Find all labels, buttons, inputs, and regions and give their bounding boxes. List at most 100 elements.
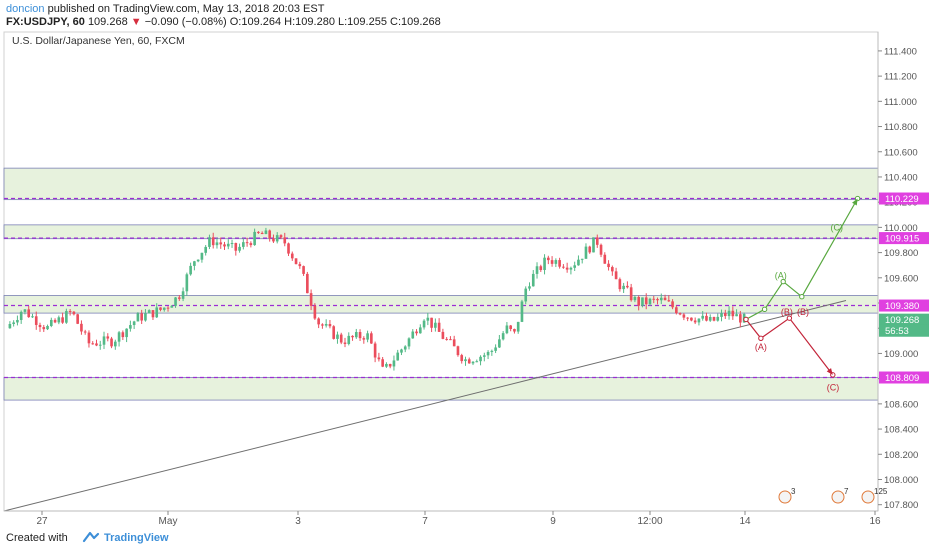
candle[interactable]: [129, 325, 132, 329]
candle[interactable]: [727, 310, 731, 317]
candle[interactable]: [531, 273, 535, 287]
candle[interactable]: [723, 313, 727, 317]
candle[interactable]: [49, 319, 53, 326]
candle[interactable]: [204, 246, 207, 253]
candle[interactable]: [65, 311, 68, 323]
candle[interactable]: [328, 324, 332, 327]
candle[interactable]: [366, 333, 369, 340]
candle[interactable]: [16, 319, 19, 323]
candle[interactable]: [76, 314, 79, 324]
candle[interactable]: [701, 315, 705, 319]
candle[interactable]: [144, 313, 147, 321]
candle[interactable]: [580, 258, 584, 260]
candle[interactable]: [524, 288, 528, 302]
candle[interactable]: [396, 352, 400, 361]
candle[interactable]: [53, 319, 57, 323]
candle[interactable]: [550, 260, 554, 264]
candle[interactable]: [539, 266, 543, 270]
support-resistance-zone[interactable]: [3, 224, 879, 240]
candle[interactable]: [83, 331, 87, 333]
candle[interactable]: [686, 317, 689, 319]
candle[interactable]: [543, 257, 546, 270]
candle[interactable]: [196, 259, 200, 262]
candle[interactable]: [257, 231, 260, 233]
candle[interactable]: [456, 346, 460, 356]
candle[interactable]: [505, 325, 509, 334]
candle[interactable]: [317, 318, 320, 325]
candle[interactable]: [208, 237, 211, 247]
candle[interactable]: [716, 316, 720, 321]
candle[interactable]: [193, 261, 196, 266]
candle[interactable]: [629, 287, 633, 301]
candle[interactable]: [27, 309, 31, 318]
candle[interactable]: [565, 267, 569, 270]
candle[interactable]: [275, 235, 279, 242]
candle[interactable]: [181, 291, 185, 299]
candle[interactable]: [219, 242, 223, 245]
candle[interactable]: [513, 328, 516, 332]
candle[interactable]: [554, 260, 558, 264]
candle[interactable]: [426, 317, 430, 321]
candle[interactable]: [38, 324, 42, 328]
candle[interactable]: [611, 267, 614, 272]
price-axis-label[interactable]: [879, 232, 929, 245]
trendline[interactable]: [3, 300, 847, 512]
candle[interactable]: [234, 243, 238, 251]
price-axis-label[interactable]: [879, 299, 929, 312]
candle[interactable]: [140, 313, 143, 321]
candle[interactable]: [403, 346, 407, 350]
candle[interactable]: [614, 271, 618, 280]
candle[interactable]: [117, 332, 121, 342]
candle[interactable]: [592, 237, 595, 253]
candle[interactable]: [125, 328, 128, 338]
candle[interactable]: [162, 307, 166, 310]
candle[interactable]: [626, 285, 629, 288]
candle[interactable]: [633, 296, 637, 301]
candle[interactable]: [588, 246, 592, 253]
candle[interactable]: [452, 339, 456, 347]
candle[interactable]: [449, 339, 452, 341]
candle[interactable]: [377, 357, 381, 360]
candle[interactable]: [34, 316, 38, 325]
candle[interactable]: [215, 242, 219, 246]
candle[interactable]: [287, 243, 290, 254]
candle[interactable]: [121, 332, 125, 338]
bearish-wave-projection[interactable]: [745, 317, 834, 376]
candle[interactable]: [659, 297, 663, 301]
candle[interactable]: [8, 323, 12, 329]
candle[interactable]: [595, 237, 599, 245]
candle[interactable]: [584, 246, 588, 259]
candle[interactable]: [599, 244, 603, 255]
candle[interactable]: [528, 286, 531, 289]
candle[interactable]: [46, 325, 49, 330]
candle[interactable]: [720, 313, 723, 317]
candle[interactable]: [358, 332, 362, 339]
candle[interactable]: [19, 311, 23, 320]
support-resistance-zone[interactable]: [3, 295, 879, 314]
candle[interactable]: [573, 265, 576, 268]
economic-event-icon[interactable]: [831, 490, 845, 504]
candle[interactable]: [516, 321, 520, 332]
candle[interactable]: [95, 343, 98, 346]
candle[interactable]: [400, 349, 403, 353]
candle[interactable]: [656, 299, 659, 301]
candle[interactable]: [80, 323, 83, 332]
candle[interactable]: [245, 242, 249, 244]
candle[interactable]: [607, 263, 610, 268]
candle[interactable]: [648, 298, 652, 305]
candle[interactable]: [411, 331, 415, 339]
candle[interactable]: [313, 305, 317, 319]
candle[interactable]: [569, 267, 573, 270]
candle[interactable]: [430, 317, 433, 328]
candle[interactable]: [230, 243, 234, 245]
candle[interactable]: [324, 324, 328, 326]
candle[interactable]: [136, 313, 140, 322]
candle[interactable]: [693, 320, 697, 323]
candle[interactable]: [641, 297, 644, 306]
candle[interactable]: [57, 317, 61, 323]
candle[interactable]: [61, 317, 64, 323]
candle[interactable]: [678, 313, 682, 315]
candle[interactable]: [385, 363, 388, 367]
candle[interactable]: [373, 343, 377, 358]
candle[interactable]: [264, 230, 268, 235]
